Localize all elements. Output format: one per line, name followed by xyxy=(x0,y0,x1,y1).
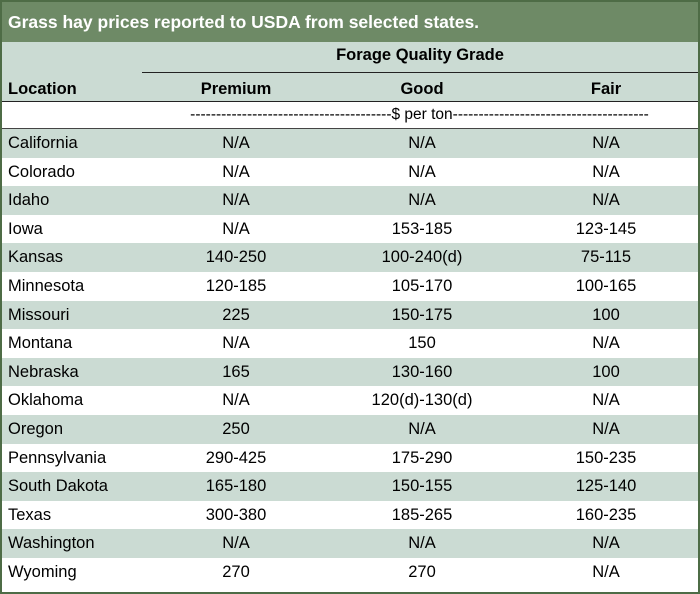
location-cell: Missouri xyxy=(8,305,70,324)
good-cell: 150-175 xyxy=(391,305,453,324)
fair-cell: 125-140 xyxy=(575,477,637,496)
fair-cell: N/A xyxy=(592,191,620,210)
fair-cell: 100 xyxy=(592,362,620,381)
table-body: California N/A N/A N/A Colorado N/A N/A N/A Idah… xyxy=(2,129,698,587)
premium-cell: N/A xyxy=(222,191,250,210)
location-cell: Colorado xyxy=(8,162,75,181)
premium-cell: N/A xyxy=(222,219,250,238)
location-cell: Texas xyxy=(8,505,52,524)
fair-cell: 123-145 xyxy=(575,219,637,238)
table-row: Kansas 140-250 100-240(d) 75-115 xyxy=(2,243,698,272)
good-cell: N/A xyxy=(408,534,436,553)
premium-cell: N/A xyxy=(222,391,250,410)
good-cell: 100-240(d) xyxy=(381,248,463,267)
table-row: Washington N/A N/A N/A xyxy=(2,529,698,558)
location-cell: Oklahoma xyxy=(8,391,84,410)
premium-cell: N/A xyxy=(222,162,250,181)
good-cell: 120(d)-130(d) xyxy=(371,391,473,410)
premium-cell: 250 xyxy=(222,419,250,438)
unit-row: ---------------------------------------$… xyxy=(2,102,698,129)
fair-cell: N/A xyxy=(592,391,620,410)
column-header-location: Location xyxy=(8,80,77,98)
group-header-rule xyxy=(142,72,698,73)
location-cell: Minnesota xyxy=(8,276,85,295)
good-cell: 270 xyxy=(408,562,436,581)
location-cell: Wyoming xyxy=(8,562,77,581)
location-cell: California xyxy=(8,134,78,152)
fair-cell: 75-115 xyxy=(580,248,632,267)
good-cell: 105-170 xyxy=(391,276,453,295)
premium-cell: 165-180 xyxy=(205,477,267,496)
header-rule xyxy=(2,101,698,102)
table-row: Oklahoma N/A 120(d)-130(d) N/A xyxy=(2,386,698,415)
good-cell: N/A xyxy=(408,419,436,438)
premium-cell: 270 xyxy=(222,562,250,581)
table-row: Missouri 225 150-175 100 xyxy=(2,300,698,330)
fair-cell: 100-165 xyxy=(575,276,637,295)
good-cell: N/A xyxy=(408,191,436,210)
premium-cell: 165 xyxy=(222,362,250,381)
good-cell: N/A xyxy=(408,162,436,181)
good-cell: 150-155 xyxy=(391,477,453,496)
premium-cell: 290-425 xyxy=(205,448,267,467)
table-title: Grass hay prices reported to USDA from s… xyxy=(2,2,698,42)
location-cell: Oregon xyxy=(8,419,64,438)
location-cell: Idaho xyxy=(8,191,50,210)
premium-cell: N/A xyxy=(222,134,250,152)
table-row: Oregon 250 N/A N/A xyxy=(2,414,698,444)
table-row: Idaho N/A N/A N/A xyxy=(2,186,698,215)
fair-cell: 150-235 xyxy=(575,448,637,467)
fair-cell: N/A xyxy=(592,162,620,181)
premium-cell: 140-250 xyxy=(205,248,267,267)
table-row: Montana N/A 150 N/A xyxy=(2,329,698,358)
good-cell: N/A xyxy=(408,134,436,152)
premium-cell: N/A xyxy=(222,334,250,353)
fair-cell: N/A xyxy=(592,562,620,581)
fair-cell: N/A xyxy=(592,419,620,438)
column-header-premium: Premium xyxy=(200,80,272,98)
column-header-fair: Fair xyxy=(590,80,622,98)
good-cell: 185-265 xyxy=(391,505,453,524)
location-cell: Montana xyxy=(8,334,73,353)
table-row: Iowa N/A 153-185 123-145 xyxy=(2,215,698,244)
table-row: California N/A N/A N/A xyxy=(2,129,698,158)
premium-cell: 225 xyxy=(222,305,250,324)
good-cell: 153-185 xyxy=(391,219,453,238)
table-header: Forage Quality Grade Location Premium Go… xyxy=(2,42,698,102)
table-row: Pennsylvania 290-425 175-290 150-235 xyxy=(2,444,698,473)
fair-cell: N/A xyxy=(592,534,620,553)
table-row: South Dakota 165-180 150-155 125-140 xyxy=(2,472,698,501)
location-cell: Iowa xyxy=(8,219,43,238)
column-header-good: Good xyxy=(400,80,444,98)
table-row: Texas 300-380 185-265 160-235 xyxy=(2,501,698,530)
premium-cell: 300-380 xyxy=(205,505,267,524)
group-header-forage-quality: Forage Quality Grade xyxy=(336,46,504,64)
location-cell: Nebraska xyxy=(8,362,79,381)
fair-cell: N/A xyxy=(592,134,620,152)
table-row: Wyoming 270 270 N/A xyxy=(2,558,698,587)
location-cell: Pennsylvania xyxy=(8,448,107,467)
table-row: Colorado N/A N/A N/A xyxy=(2,158,698,187)
good-cell: 150 xyxy=(408,334,436,353)
premium-cell: N/A xyxy=(222,534,250,553)
good-cell: 175-290 xyxy=(391,448,453,467)
table-row: Nebraska 165 130-160 100 xyxy=(2,357,698,387)
premium-cell: 120-185 xyxy=(205,276,267,295)
table-row: Minnesota 120-185 105-170 100-165 xyxy=(2,272,698,301)
fair-cell: 100 xyxy=(592,305,620,324)
unit-rule xyxy=(2,128,698,129)
fair-cell: N/A xyxy=(592,334,620,353)
location-cell: Kansas xyxy=(8,248,64,267)
location-cell: Washington xyxy=(8,534,95,553)
unit-label: ---------------------------------------$… xyxy=(190,106,649,123)
fair-cell: 160-235 xyxy=(575,505,637,524)
good-cell: 130-160 xyxy=(391,362,453,381)
location-cell: South Dakota xyxy=(8,477,108,496)
